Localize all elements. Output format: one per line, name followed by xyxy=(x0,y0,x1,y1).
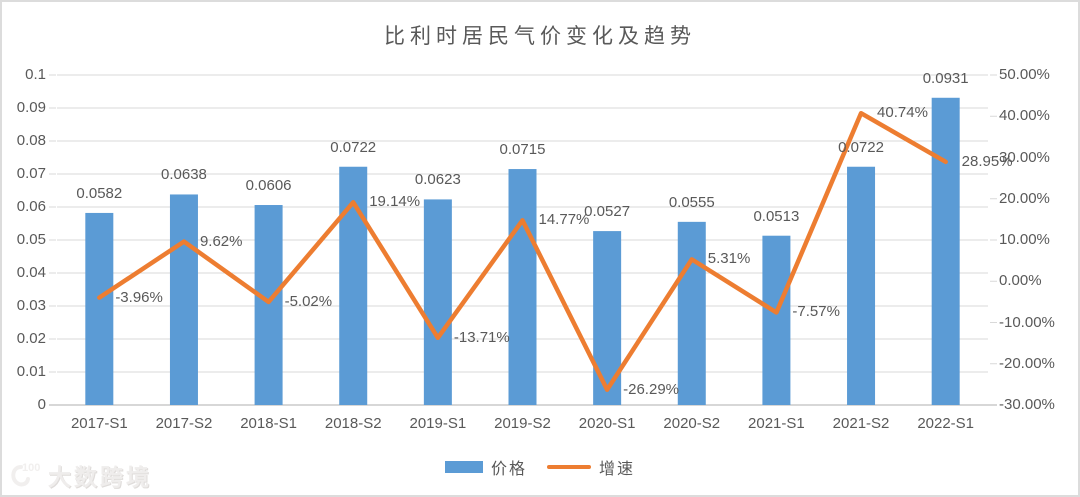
bar xyxy=(593,231,622,405)
bar xyxy=(762,235,791,405)
bar xyxy=(931,97,960,406)
legend-label-growth: 增速 xyxy=(599,461,636,478)
watermark-brand-text: 大数跨境 xyxy=(48,464,152,490)
chart-title: 比利时居民气价变化及趋势 xyxy=(384,25,696,48)
bar xyxy=(847,166,876,405)
bar xyxy=(254,205,283,405)
chart-legend: 价格 增速 xyxy=(0,455,1080,479)
brand-logo-text: 100 xyxy=(22,462,40,474)
legend-bar-swatch xyxy=(444,461,483,473)
bar xyxy=(677,221,706,405)
watermark: 100 大数跨境 xyxy=(8,458,152,492)
bar xyxy=(169,194,198,405)
legend-label-price: 价格 xyxy=(490,461,527,478)
bar xyxy=(423,199,452,405)
bar xyxy=(85,212,114,405)
legend-line-swatch xyxy=(547,465,591,469)
brand-logo-icon: 100 xyxy=(11,462,40,487)
trend-line xyxy=(97,110,948,392)
bar xyxy=(508,169,537,405)
